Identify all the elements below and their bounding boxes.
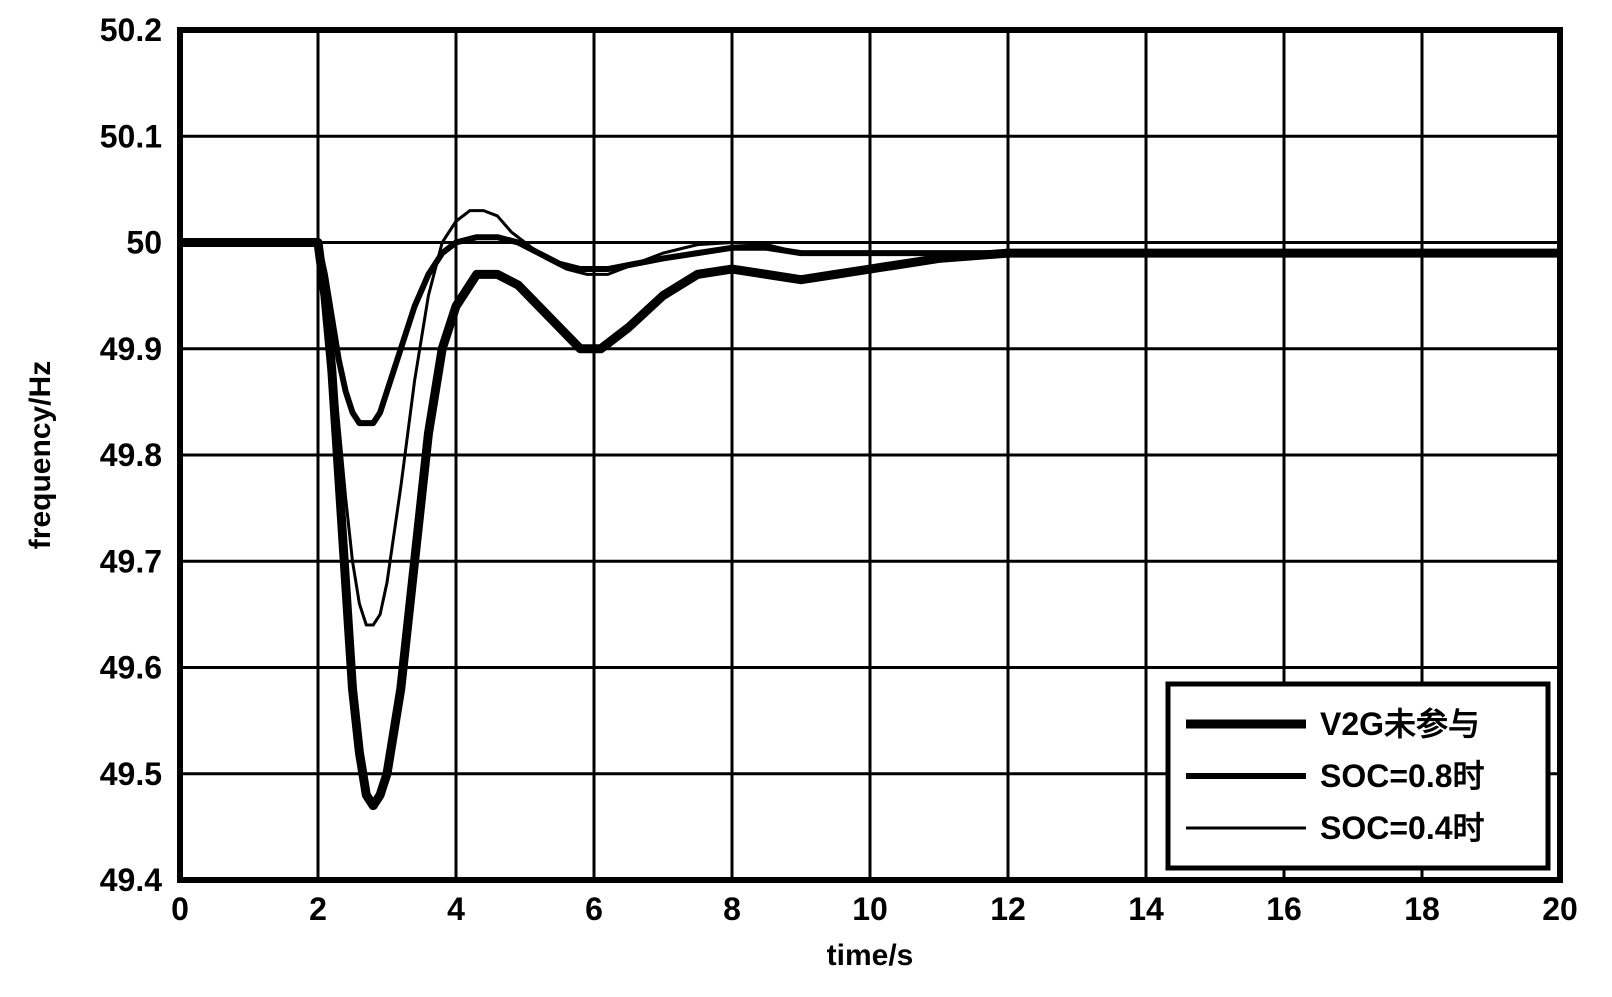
x-tick-label: 8 xyxy=(723,891,741,927)
x-tick-label: 14 xyxy=(1128,891,1164,927)
x-tick-label: 20 xyxy=(1542,891,1578,927)
y-tick-label: 50 xyxy=(126,225,162,261)
y-tick-label: 49.6 xyxy=(100,650,162,686)
x-tick-label: 18 xyxy=(1404,891,1440,927)
x-tick-label: 6 xyxy=(585,891,603,927)
y-tick-label: 49.7 xyxy=(100,543,162,579)
legend-label: V2G未参与 xyxy=(1320,706,1480,742)
y-tick-label: 50.2 xyxy=(100,12,162,48)
y-tick-label: 49.4 xyxy=(100,862,162,898)
y-axis-label: frequency/Hz xyxy=(24,361,57,549)
y-tick-label: 49.9 xyxy=(100,331,162,367)
x-axis-label: time/s xyxy=(827,939,914,972)
y-tick-label: 49.5 xyxy=(100,756,162,792)
line-chart: 0 2 4 6 8 10 12 14 16 18 20 49.4 49.5 49.6 49.7 49.8 49.… xyxy=(0,0,1612,997)
x-tick-label: 10 xyxy=(852,891,888,927)
x-tick-label: 2 xyxy=(309,891,327,927)
y-tick-label: 49.8 xyxy=(100,437,162,473)
legend-label: SOC=0.8时 xyxy=(1320,758,1485,794)
x-tick-label: 16 xyxy=(1266,891,1302,927)
chart-container: 0 2 4 6 8 10 12 14 16 18 20 49.4 49.5 49.6 49.7 49.8 49.… xyxy=(0,0,1612,997)
legend: V2G未参与 SOC=0.8时 SOC=0.4时 xyxy=(1168,684,1548,868)
legend-label: SOC=0.4时 xyxy=(1320,810,1485,846)
y-tick-label: 50.1 xyxy=(100,118,162,154)
x-tick-label: 4 xyxy=(447,891,465,927)
x-tick-label: 12 xyxy=(990,891,1026,927)
x-tick-label: 0 xyxy=(171,891,189,927)
